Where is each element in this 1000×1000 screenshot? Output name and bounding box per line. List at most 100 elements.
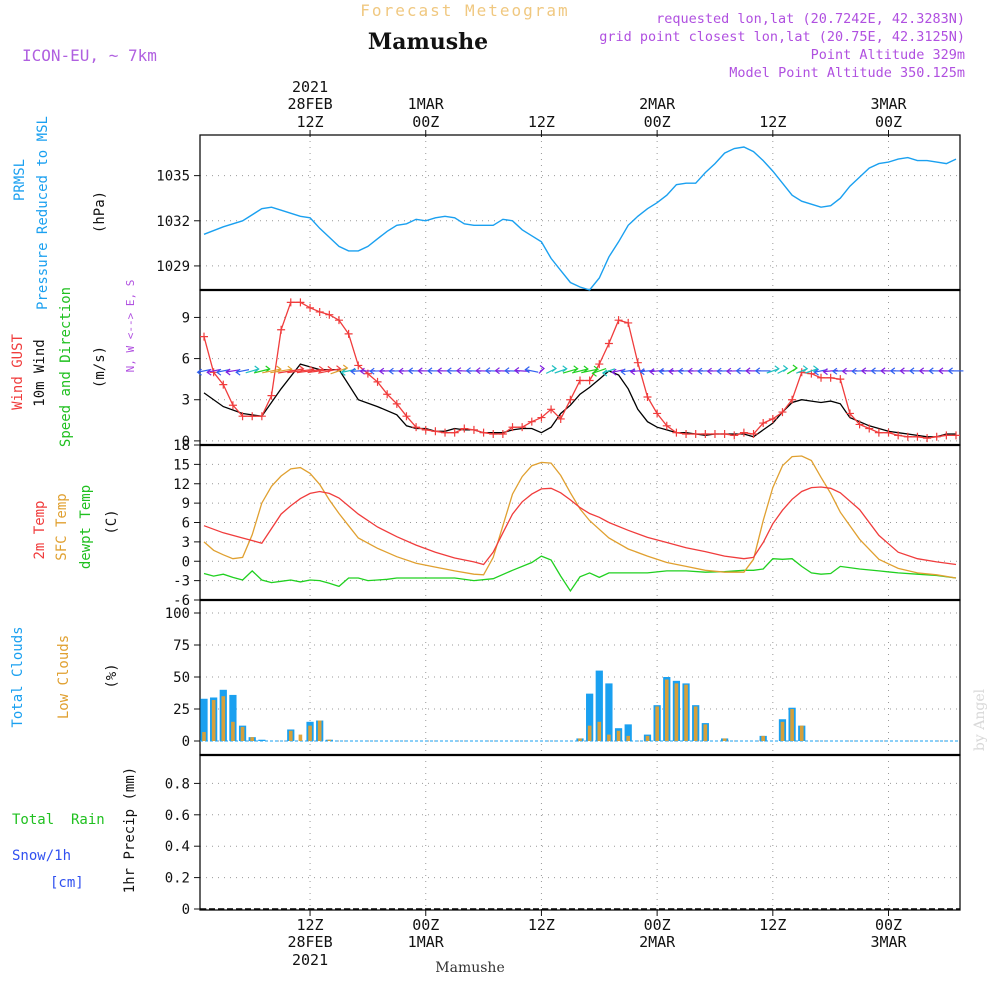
- top-tick-hour: 00Z: [875, 113, 902, 131]
- gust-marker: [392, 399, 401, 408]
- gust-marker: [865, 424, 874, 433]
- wind-barb-head: [196, 368, 202, 376]
- wind-barb-head: [745, 367, 751, 375]
- low-cloud-bar: [587, 725, 592, 741]
- gust-marker: [768, 414, 777, 423]
- wind-barb-head: [254, 365, 260, 373]
- gust-marker: [836, 375, 845, 384]
- gust-marker: [450, 428, 459, 437]
- y-tick-label: -6: [173, 593, 190, 609]
- low-cloud-bar: [231, 721, 235, 741]
- wind-barb: [602, 368, 616, 374]
- label-hpa: (hPa): [92, 191, 108, 233]
- gust-marker: [923, 434, 932, 443]
- gust-marker: [383, 390, 392, 399]
- y-tick-label: -3: [173, 574, 190, 590]
- total-cloud-bar: [229, 694, 237, 741]
- top-tick-hour: 00Z: [412, 113, 439, 131]
- gust-marker: [489, 430, 498, 439]
- wind-barb-head: [909, 367, 915, 375]
- gust-marker: [556, 414, 565, 423]
- y-tick-label: 9: [182, 310, 190, 326]
- wind-barb-head: [880, 367, 886, 375]
- wind-barb-head: [735, 367, 741, 375]
- gust-marker: [952, 431, 960, 440]
- wind-barb-head: [407, 367, 414, 375]
- total-cloud-bar: [200, 698, 208, 741]
- requested-coords: requested lon,lat (20.7242E, 42.3283N): [656, 11, 965, 27]
- wind-barb-head: [658, 367, 664, 375]
- wind-barb-head: [601, 369, 608, 377]
- y-tick-label: 15: [173, 457, 190, 473]
- wind-barb: [216, 369, 230, 373]
- gust-marker: [720, 430, 729, 439]
- low-cloud-bar: [674, 683, 679, 741]
- wind-barb: [592, 368, 607, 374]
- dewpt-line: [203, 555, 957, 593]
- label-percent: (%): [104, 663, 120, 688]
- top-tick-hour: 00Z: [644, 113, 671, 131]
- gust-marker: [903, 432, 912, 441]
- wind-barb: [226, 369, 240, 373]
- wind-barb-head: [649, 368, 655, 376]
- wind-barb-head: [573, 365, 579, 373]
- grid-point-coords: grid point closest lon,lat (20.75E, 42.3…: [599, 29, 965, 45]
- wind-barb-head: [611, 368, 617, 376]
- y-tick-label: 75: [173, 638, 190, 654]
- low-cloud-bar: [221, 696, 226, 741]
- wind-barb: [525, 369, 539, 373]
- wind-barb-head: [774, 365, 780, 373]
- low-cloud-bar: [693, 706, 698, 741]
- y-tick-label: 3: [182, 535, 190, 551]
- wind-barb-head: [822, 368, 828, 376]
- wind-barb-head: [831, 367, 838, 375]
- total-cloud-bar: [586, 693, 594, 741]
- wind-barb-head: [539, 365, 545, 372]
- pressure-line: [203, 146, 957, 291]
- label-dewpt-temp: dewpt Temp: [78, 485, 94, 569]
- gust-marker: [537, 413, 546, 422]
- wind-barb-head: [947, 367, 953, 375]
- label-ms: (m/s): [92, 346, 108, 388]
- gust-marker: [845, 409, 854, 418]
- label-speed-direction: Speed and Direction: [58, 287, 74, 447]
- wind-barb-head: [225, 368, 231, 376]
- wind-barb-head: [591, 369, 597, 377]
- wind-barb-head: [802, 365, 809, 373]
- gust-marker: [739, 428, 748, 437]
- y-tick-label: 1032: [156, 214, 190, 230]
- wind-barb-head: [668, 367, 674, 375]
- gust-marker: [479, 428, 488, 437]
- wind-barb-head: [562, 365, 568, 373]
- wind-barb-head: [841, 367, 847, 375]
- wind-barb: [649, 369, 665, 373]
- wind-barb: [207, 369, 221, 373]
- low-cloud-bar: [684, 684, 688, 741]
- wind-barb-head: [475, 367, 481, 375]
- model-altitude: Model Point Altitude 350.125m: [729, 65, 965, 81]
- gust-marker: [576, 376, 584, 385]
- low-cloud-bar: [578, 738, 582, 741]
- temp2m-line: [203, 486, 957, 566]
- label-10m-wind: 10m Wind: [32, 339, 48, 406]
- gust-marker: [874, 428, 883, 437]
- wind-barb-head: [398, 367, 404, 375]
- wind-barb-head: [620, 368, 626, 376]
- gust-marker: [547, 405, 556, 414]
- gust-marker: [759, 419, 768, 428]
- wind-barb-head: [677, 367, 684, 375]
- low-cloud-bar: [655, 706, 659, 741]
- low-cloud-bar: [799, 725, 804, 741]
- gust-marker: [855, 420, 864, 429]
- wind-barb-head: [697, 367, 703, 375]
- bottom-tick-hour: 12Z: [528, 916, 555, 934]
- top-tick-date: 3MAR: [870, 95, 907, 113]
- meteogram-subtitle: Forecast Meteogram: [360, 1, 569, 20]
- gust-marker: [402, 412, 411, 421]
- wind-barb-head: [388, 367, 394, 375]
- gust-marker: [701, 430, 710, 439]
- y-tick-label: 50: [173, 670, 190, 686]
- label-snow-unit: [cm]: [50, 875, 84, 891]
- wind-barb-head: [754, 367, 761, 375]
